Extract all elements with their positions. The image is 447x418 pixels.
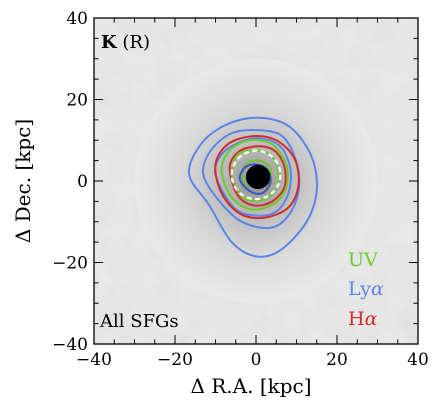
legend-uv: UV <box>348 249 378 271</box>
core-peak <box>245 164 271 190</box>
contour-uv-level-1 <box>220 138 290 211</box>
y-tick-label: 20 <box>66 91 88 111</box>
y-tick-label: 40 <box>66 9 88 29</box>
legend-lya-main: Ly <box>348 278 371 300</box>
aperture-dashed-circle <box>230 149 282 201</box>
contour-layer <box>187 116 318 258</box>
y-axis-label: Δ Dec. [kpc] <box>11 119 35 243</box>
contour-ly-level-4 <box>238 163 272 195</box>
legend-ha-main: H <box>348 308 365 330</box>
x-axis-label: Δ R.A. [kpc] <box>190 374 311 398</box>
x-tick-label: −40 <box>76 350 112 370</box>
legend: UV Lyα Hα <box>348 249 384 330</box>
contour-h-level-2 <box>228 145 287 207</box>
plot-area <box>94 18 418 344</box>
y-tick-label: −20 <box>52 254 88 274</box>
legend-lya-greek: α <box>371 278 384 300</box>
x-tick-label: 0 <box>251 350 262 370</box>
panel-label-bold: K <box>101 32 118 53</box>
x-tick-label: 40 <box>407 350 429 370</box>
tick-layer: −40 −20 0 20 40 −40 −20 0 20 40 <box>52 9 429 370</box>
y-tick-label: 0 <box>77 172 88 192</box>
legend-ha-greek: α <box>365 308 378 330</box>
sample-label: All SFGs <box>99 311 179 332</box>
panel-label: K (R) <box>101 32 150 53</box>
x-tick-label: −20 <box>157 350 193 370</box>
y-tick-label: −40 <box>52 335 88 355</box>
x-tick-label: 20 <box>326 350 348 370</box>
legend-ha: Hα <box>348 308 378 330</box>
panel-label-rest: (R) <box>117 32 150 53</box>
contour-h-level-1 <box>214 135 300 220</box>
legend-lya: Lyα <box>348 278 384 300</box>
contour-ly-level-3 <box>214 137 293 217</box>
contour-ly-level-1 <box>187 116 318 258</box>
legend-uv-main: UV <box>348 249 378 271</box>
